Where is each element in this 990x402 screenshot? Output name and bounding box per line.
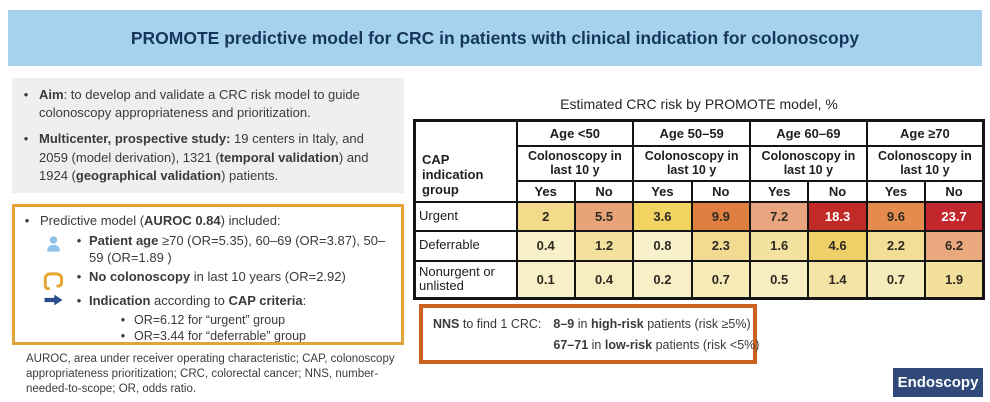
risk-cell: 2: [515, 200, 576, 232]
risk-cell: 0.5: [748, 259, 810, 300]
nns-box: NNS to find 1 CRC: 8–9 in high-risk pati…: [419, 304, 760, 364]
risk-cell: 0.7: [690, 259, 752, 300]
risk-cell: 0.8: [632, 229, 693, 262]
row-label: Urgent: [413, 200, 518, 232]
corner-header: CAP indication group: [413, 119, 518, 203]
colon-icon: [37, 269, 69, 291]
bullet-icon: •: [24, 213, 30, 228]
yes-header: Yes: [515, 179, 576, 203]
age-group-header: Age <50: [515, 119, 635, 147]
model-item-age-text: Patient age ≥70 (OR=5.35), 60–69 (OR=3.8…: [89, 232, 386, 265]
risk-cell: 23.7: [924, 200, 985, 232]
no-header: No: [690, 179, 752, 203]
risk-cell: 0.4: [515, 229, 576, 262]
risk-cell: 2.3: [690, 229, 752, 262]
bullet-icon: •: [76, 268, 82, 284]
model-item-indication-text: Indication according to CAP criteria:: [89, 292, 307, 308]
aim-text: Aim: to develop and validate a CRC risk …: [39, 87, 360, 121]
study-design-bullet: • Multicenter, prospective study: 19 cen…: [22, 130, 392, 185]
table-title: Estimated CRC risk by PROMOTE model, %: [560, 96, 838, 112]
title-banner: PROMOTE predictive model for CRC in pati…: [8, 10, 982, 66]
nns-low-risk-text: 67–71 in low-risk patients (risk <5%): [553, 337, 760, 352]
bullet-icon: •: [120, 328, 126, 343]
no-header: No: [924, 179, 985, 203]
arrow-right-icon: [37, 293, 69, 306]
risk-heatmap-table: CAP indication group Age <50 Age 50–59 A…: [413, 119, 985, 300]
study-summary-box: • Aim: to develop and validate a CRC ris…: [12, 78, 404, 193]
risk-cell: 9.9: [690, 200, 752, 232]
nns-label: NNS to find 1 CRC:: [433, 316, 542, 331]
risk-cell: 4.6: [807, 229, 868, 262]
aim-bullet: • Aim: to develop and validate a CRC ris…: [22, 86, 392, 122]
or-deferrable-text: OR=3.44 for “deferrable” group: [134, 328, 306, 343]
yes-no-header-row: Yes No Yes No Yes No Yes No: [415, 179, 985, 203]
model-item-age: • Patient age ≥70 (OR=5.35), 60–69 (OR=3…: [37, 233, 393, 267]
age-group-header: Age 60–69: [749, 119, 868, 147]
row-label: Deferrable: [413, 229, 518, 262]
endoscopy-journal-logo: Endoscopy: [893, 368, 983, 397]
no-header: No: [573, 179, 635, 203]
colonoscopy-header: Colonoscopy in last 10 y: [865, 144, 985, 182]
colonoscopy-header: Colonoscopy in last 10 y: [749, 144, 868, 182]
colonoscopy-header: Colonoscopy in last 10 y: [632, 144, 751, 182]
abbreviations-footnote: AUROC, area under receiver operating cha…: [26, 353, 395, 396]
model-heading: • Predictive model (AUROC 0.84) included…: [23, 213, 393, 230]
bullet-icon: •: [76, 232, 82, 248]
table-row-urgent: Urgent 2 5.5 3.6 9.9 7.2 18.3 9.6 23.7: [413, 200, 985, 232]
age-header-row: CAP indication group Age <50 Age 50–59 A…: [413, 119, 985, 203]
risk-cell: 1.2: [573, 229, 635, 262]
bullet-icon: •: [76, 292, 82, 308]
cap-or-sublist: • OR=6.12 for “urgent” group • OR=3.44 f…: [119, 312, 393, 343]
patient-icon: [37, 233, 69, 254]
bullet-icon: •: [120, 312, 126, 327]
table-row-deferrable: Deferrable 0.4 1.2 0.8 2.3 1.6 4.6 2.2 6…: [413, 229, 985, 262]
age-group-header: Age 50–59: [632, 119, 751, 147]
study-design-text: Multicenter, prospective study: 19 cente…: [39, 131, 369, 183]
model-heading-text: Predictive model (AUROC 0.84) included:: [40, 213, 281, 228]
risk-cell: 0.7: [865, 259, 927, 300]
logo-text: Endoscopy: [897, 374, 979, 391]
risk-cell: 0.2: [632, 259, 693, 300]
colonoscopy-header: Colonoscopy in last 10 y: [515, 144, 635, 182]
model-item-indication: • Indication according to CAP criteria:: [37, 293, 393, 310]
risk-cell: 0.4: [573, 259, 635, 300]
bullet-icon: •: [23, 131, 29, 147]
risk-cell: 1.9: [924, 259, 985, 300]
age-group-header: Age ≥70: [865, 119, 985, 147]
bullet-icon: •: [23, 87, 29, 102]
table-row-nonurgent: Nonurgent or unlisted 0.1 0.4 0.2 0.7 0.…: [413, 259, 985, 300]
yes-header: Yes: [748, 179, 810, 203]
risk-cell: 7.2: [748, 200, 810, 232]
or-deferrable-item: • OR=3.44 for “deferrable” group: [119, 328, 393, 343]
colonoscopy-header-row: Colonoscopy in last 10 y Colonoscopy in …: [415, 144, 985, 182]
risk-cell: 6.2: [924, 229, 985, 262]
risk-cell: 3.6: [632, 200, 693, 232]
yes-header: Yes: [865, 179, 927, 203]
nns-high-risk-text: 8–9 in high-risk patients (risk ≥5%): [553, 316, 751, 331]
model-item-colonoscopy: • No colonoscopy in last 10 years (OR=2.…: [37, 269, 393, 291]
model-item-colonoscopy-text: No colonoscopy in last 10 years (OR=2.92…: [89, 268, 346, 284]
row-label: Nonurgent or unlisted: [413, 259, 518, 300]
risk-cell: 9.6: [865, 200, 927, 232]
risk-cell: 18.3: [807, 200, 868, 232]
risk-cell: 1.6: [748, 229, 810, 262]
risk-cell: 2.2: [865, 229, 927, 262]
risk-cell: 5.5: [573, 200, 635, 232]
or-urgent-text: OR=6.12 for “urgent” group: [134, 312, 286, 327]
risk-cell: 0.1: [515, 259, 576, 300]
yes-header: Yes: [632, 179, 693, 203]
predictive-model-box: • Predictive model (AUROC 0.84) included…: [12, 204, 404, 345]
no-header: No: [807, 179, 868, 203]
page-title: PROMOTE predictive model for CRC in pati…: [130, 27, 860, 48]
or-urgent-item: • OR=6.12 for “urgent” group: [119, 312, 393, 328]
risk-cell: 1.4: [807, 259, 868, 300]
